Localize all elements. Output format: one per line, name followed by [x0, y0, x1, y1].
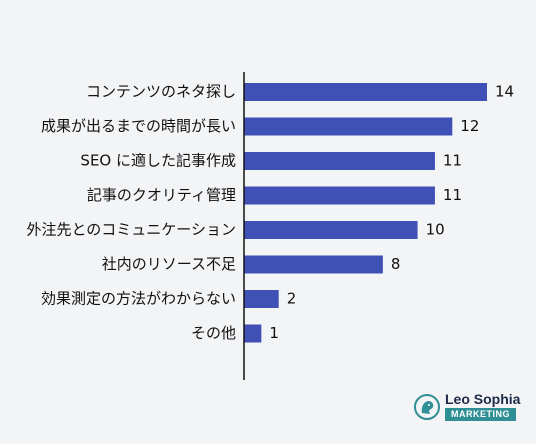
value-label: 10: [426, 221, 445, 239]
bar: [244, 152, 435, 170]
bar: [244, 255, 383, 274]
bar: [244, 117, 453, 136]
bar: [244, 324, 262, 343]
category-label: 効果測定の方法がわからない: [41, 290, 236, 308]
value-label: 8: [391, 255, 401, 273]
category-label: コンテンツのネタ探し: [86, 83, 236, 101]
category-label: 外注先とのコミュニケーション: [26, 221, 236, 239]
category-label: 社内のリソース不足: [102, 255, 236, 273]
category-label: 記事のクオリティ管理: [87, 186, 236, 204]
bar: [244, 290, 279, 308]
bar: [244, 221, 418, 239]
brand-logo: Leo Sophia MARKETING: [414, 392, 520, 421]
value-label: 1: [269, 324, 279, 342]
bar: [244, 83, 487, 101]
bar: [244, 186, 435, 205]
brand-name: Leo Sophia: [445, 391, 521, 407]
value-label: 2: [287, 290, 297, 308]
category-label: 成果が出るまでの時間が長い: [41, 117, 236, 135]
value-label: 14: [495, 83, 514, 101]
value-label: 11: [443, 152, 462, 170]
category-label: その他: [191, 324, 236, 342]
lion-head-icon: [414, 393, 440, 420]
value-label: 12: [460, 117, 479, 135]
value-label: 11: [443, 186, 462, 204]
category-label: SEO に適した記事作成: [80, 152, 236, 170]
brand-tagline: MARKETING: [445, 408, 516, 421]
